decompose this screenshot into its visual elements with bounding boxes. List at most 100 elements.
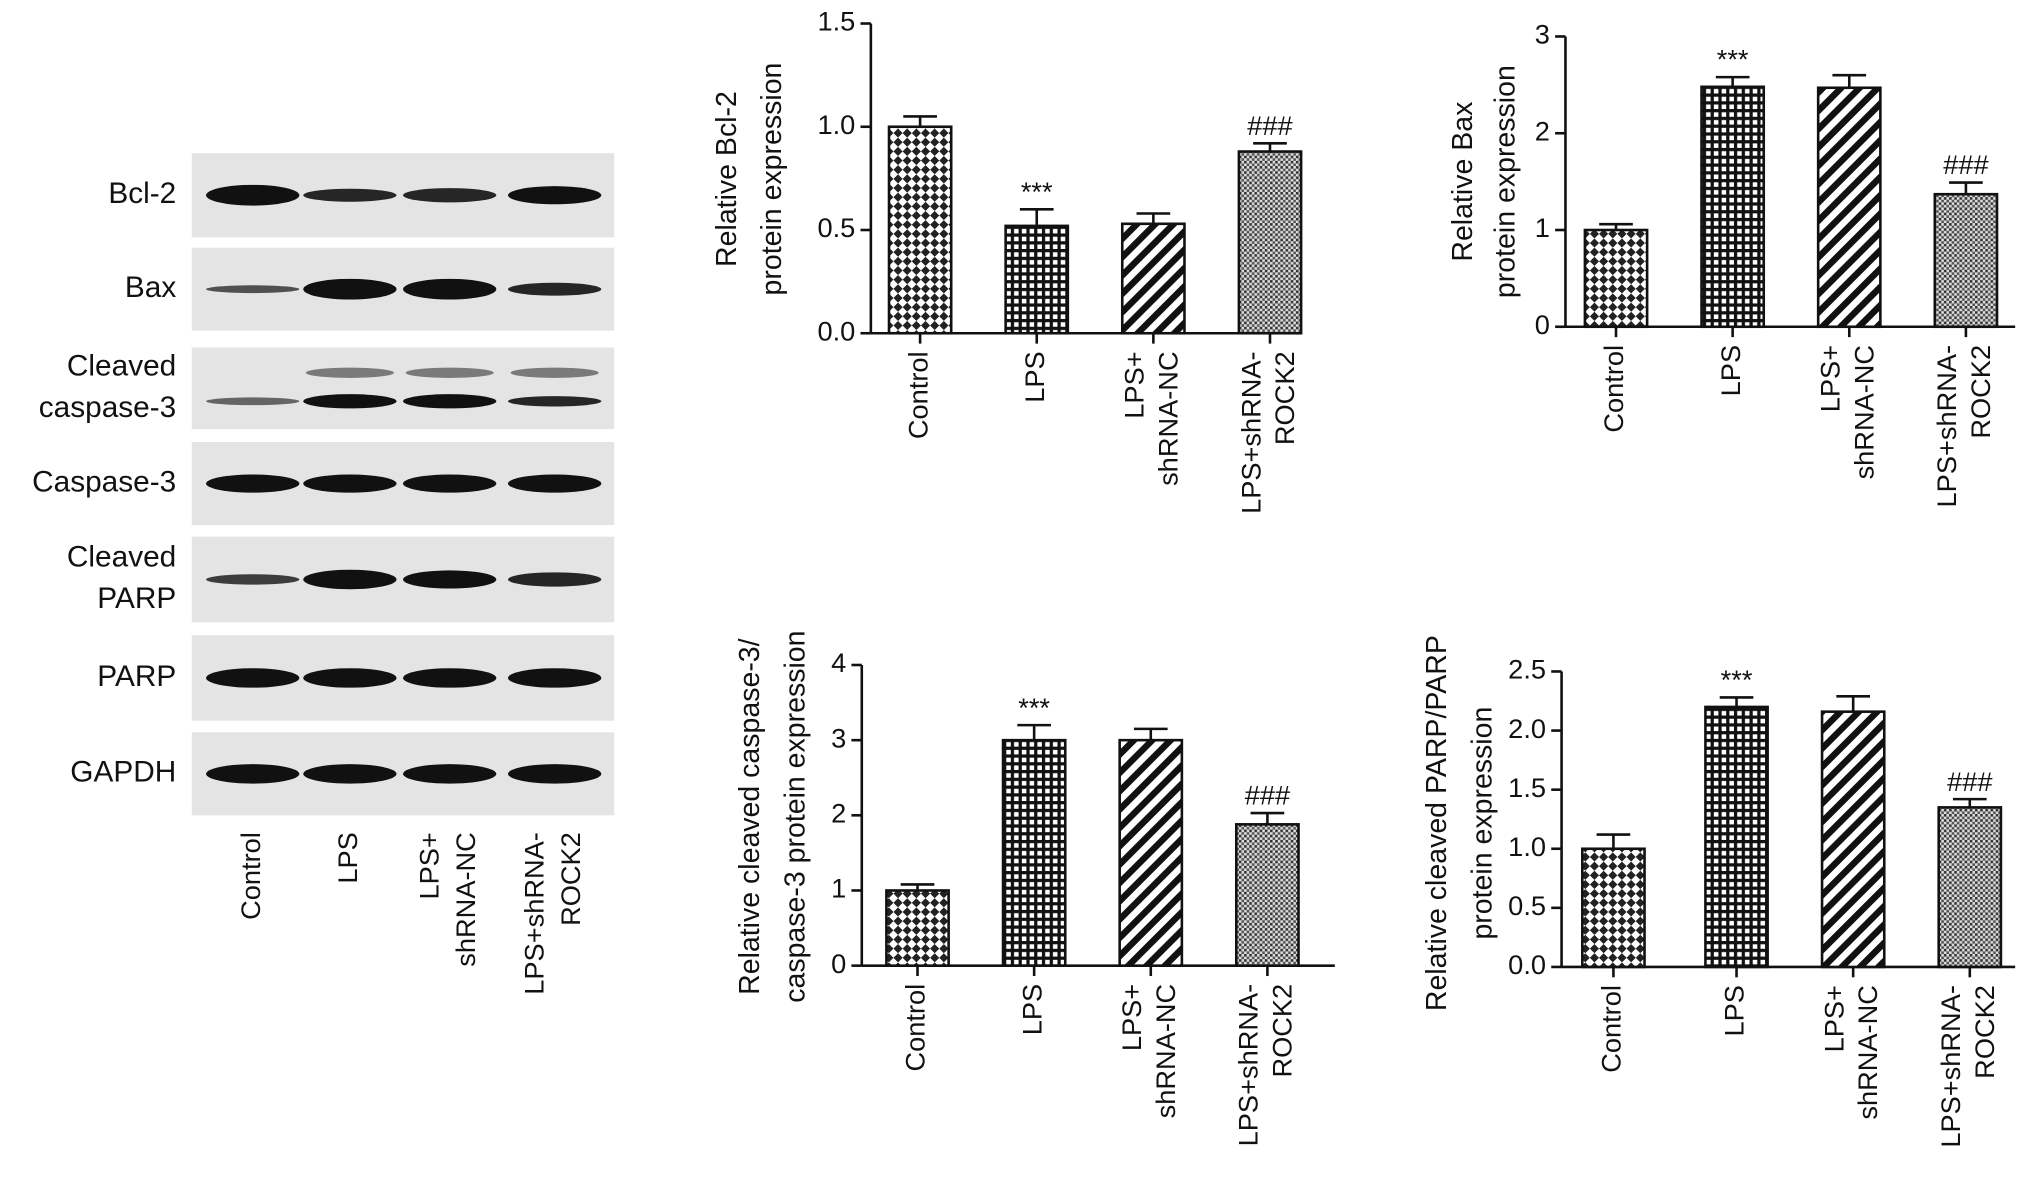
x-tick-label: LPS [1019,351,1050,402]
band [403,394,497,409]
y-axis-label: protein expression [1490,65,1522,298]
y-tick-label: 0.5 [1508,890,1546,921]
x-tick-label: LPS+ [1815,345,1846,412]
error-bar [1719,696,1754,707]
band [303,394,397,409]
error-bar [1952,797,1987,808]
y-tick-label: 2 [831,798,846,829]
blot-lane-label: LPS+shRNA- [519,832,550,995]
significance-label: ### [1245,780,1290,811]
x-tick-label: LPS+shRNA- [1935,985,1966,1148]
x-tick-label: ROCK2 [1965,345,1996,439]
band [303,188,397,202]
y-axis-label: Relative Bcl-2 [711,91,743,267]
blot-row-label: PARP [97,582,176,615]
band [403,764,497,784]
error-bar [1019,208,1054,226]
band [206,668,300,688]
y-tick-label: 2.5 [1508,654,1546,685]
band [303,764,397,784]
bar [1700,85,1766,329]
x-tick-label: LPS+ [1119,351,1150,418]
bar [1820,710,1886,969]
band [403,188,497,203]
blot-lane-label: LPS [332,832,363,883]
bar [1004,224,1070,335]
bar [1583,228,1649,329]
bar [1581,847,1646,969]
error-bar [1836,695,1871,712]
bar [1237,150,1303,335]
bar [885,889,950,967]
band [206,474,300,493]
band [303,278,397,300]
error-bar [1136,212,1171,224]
band [206,285,300,294]
blot-panel [191,347,615,430]
band [405,367,494,378]
y-tick-label: 3 [831,722,846,753]
significance-label: *** [1021,176,1053,207]
band [510,367,599,378]
band [403,668,497,688]
band [303,569,397,590]
x-tick-label: Control [902,351,933,439]
x-tick-label: LPS+shRNA- [1931,345,1962,508]
bar [1816,86,1882,329]
x-tick-label: LPS+shRNA- [1233,984,1264,1147]
x-tick-label: LPS+shRNA- [1235,351,1266,514]
bar [1120,222,1186,335]
error-bar [1832,73,1867,88]
blot-lane-label: LPS+ [414,832,445,899]
band [508,186,602,205]
x-tick-label: LPS [1719,985,1750,1036]
error-bar [1715,75,1750,87]
blot-row-label: PARP [97,660,176,693]
blot-row-label: GAPDH [70,756,176,789]
bar [1001,738,1067,967]
y-axis-label: Relative cleaved PARP/PARP [1421,635,1453,1011]
bar [1704,705,1769,969]
x-tick-label: LPS [1016,984,1047,1035]
error-bar [900,883,935,891]
x-tick-label: LPS [1715,345,1746,396]
x-tick-label: shRNA-NC [1848,345,1879,480]
blot-row-label: Cleaved [67,541,176,574]
band [303,668,397,688]
y-axis-label: protein expression [756,63,788,296]
error-bar [1017,723,1051,741]
bar [1933,192,1999,329]
x-tick-label: ROCK2 [1969,985,2000,1079]
y-tick-label: 2 [1535,115,1550,146]
y-axis-label: protein expression [1466,707,1498,940]
blot-row-label: Bax [125,271,176,304]
significance-label: *** [1018,692,1050,723]
band [403,570,497,589]
band [305,367,394,378]
y-tick-label: 2.0 [1508,713,1546,744]
y-axis-label: caspase-3 protein expression [780,630,812,1002]
y-tick-label: 3 [1535,19,1550,50]
x-tick-label: Control [1598,345,1629,433]
error-bar [1596,833,1631,849]
band [508,572,602,587]
y-tick-label: 1.0 [1508,831,1546,862]
y-tick-label: 4 [831,647,846,678]
x-tick-label: shRNA-NC [1152,351,1183,486]
x-tick-label: shRNA-NC [1150,984,1181,1119]
y-tick-label: 1.5 [817,6,855,37]
error-bar [1949,181,1983,195]
x-tick-label: LPS+ [1116,984,1147,1051]
bar [1235,823,1300,967]
error-bar [1599,222,1633,231]
band [206,764,300,784]
band [508,396,602,407]
band [206,184,300,206]
blot-lane-label: Control [235,832,266,920]
bar [1937,806,2003,969]
band [403,278,497,300]
blot-lane-label: shRNA-NC [450,832,481,967]
y-tick-label: 0.5 [817,212,855,243]
significance-label: ### [1947,766,1992,797]
